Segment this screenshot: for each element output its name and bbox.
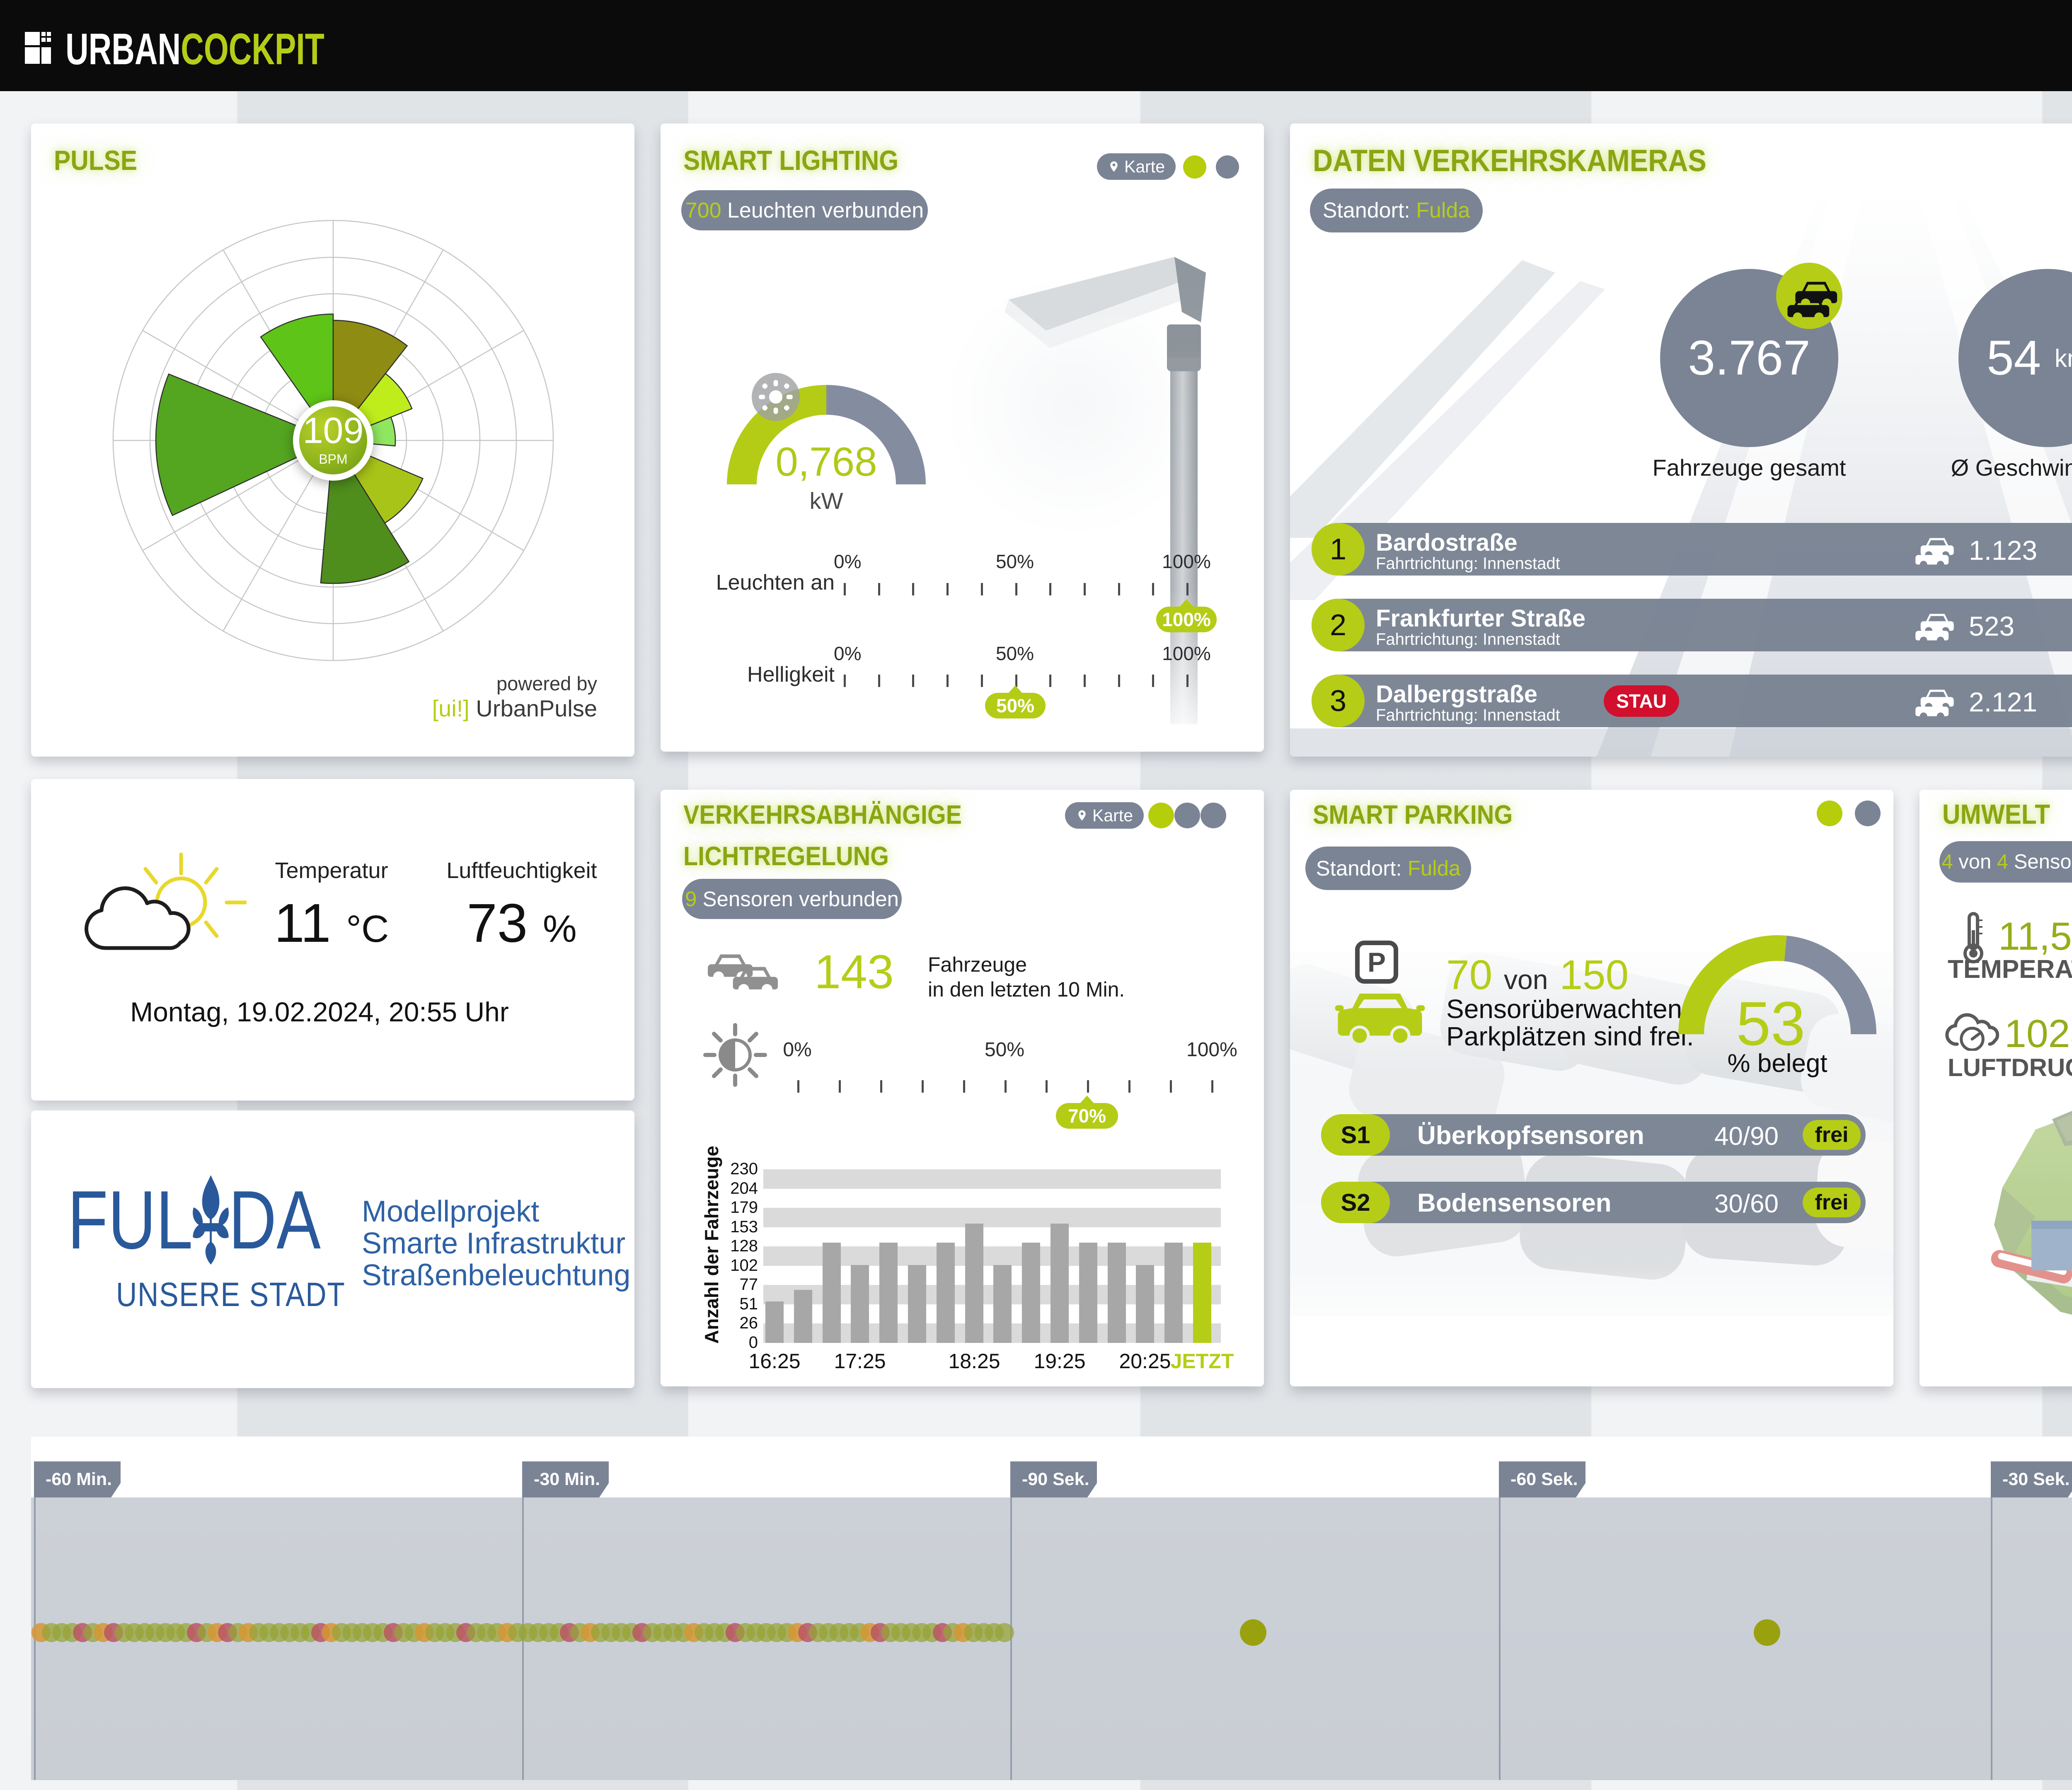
svg-text:BPM: BPM xyxy=(319,452,347,467)
svg-text:109: 109 xyxy=(303,410,364,451)
